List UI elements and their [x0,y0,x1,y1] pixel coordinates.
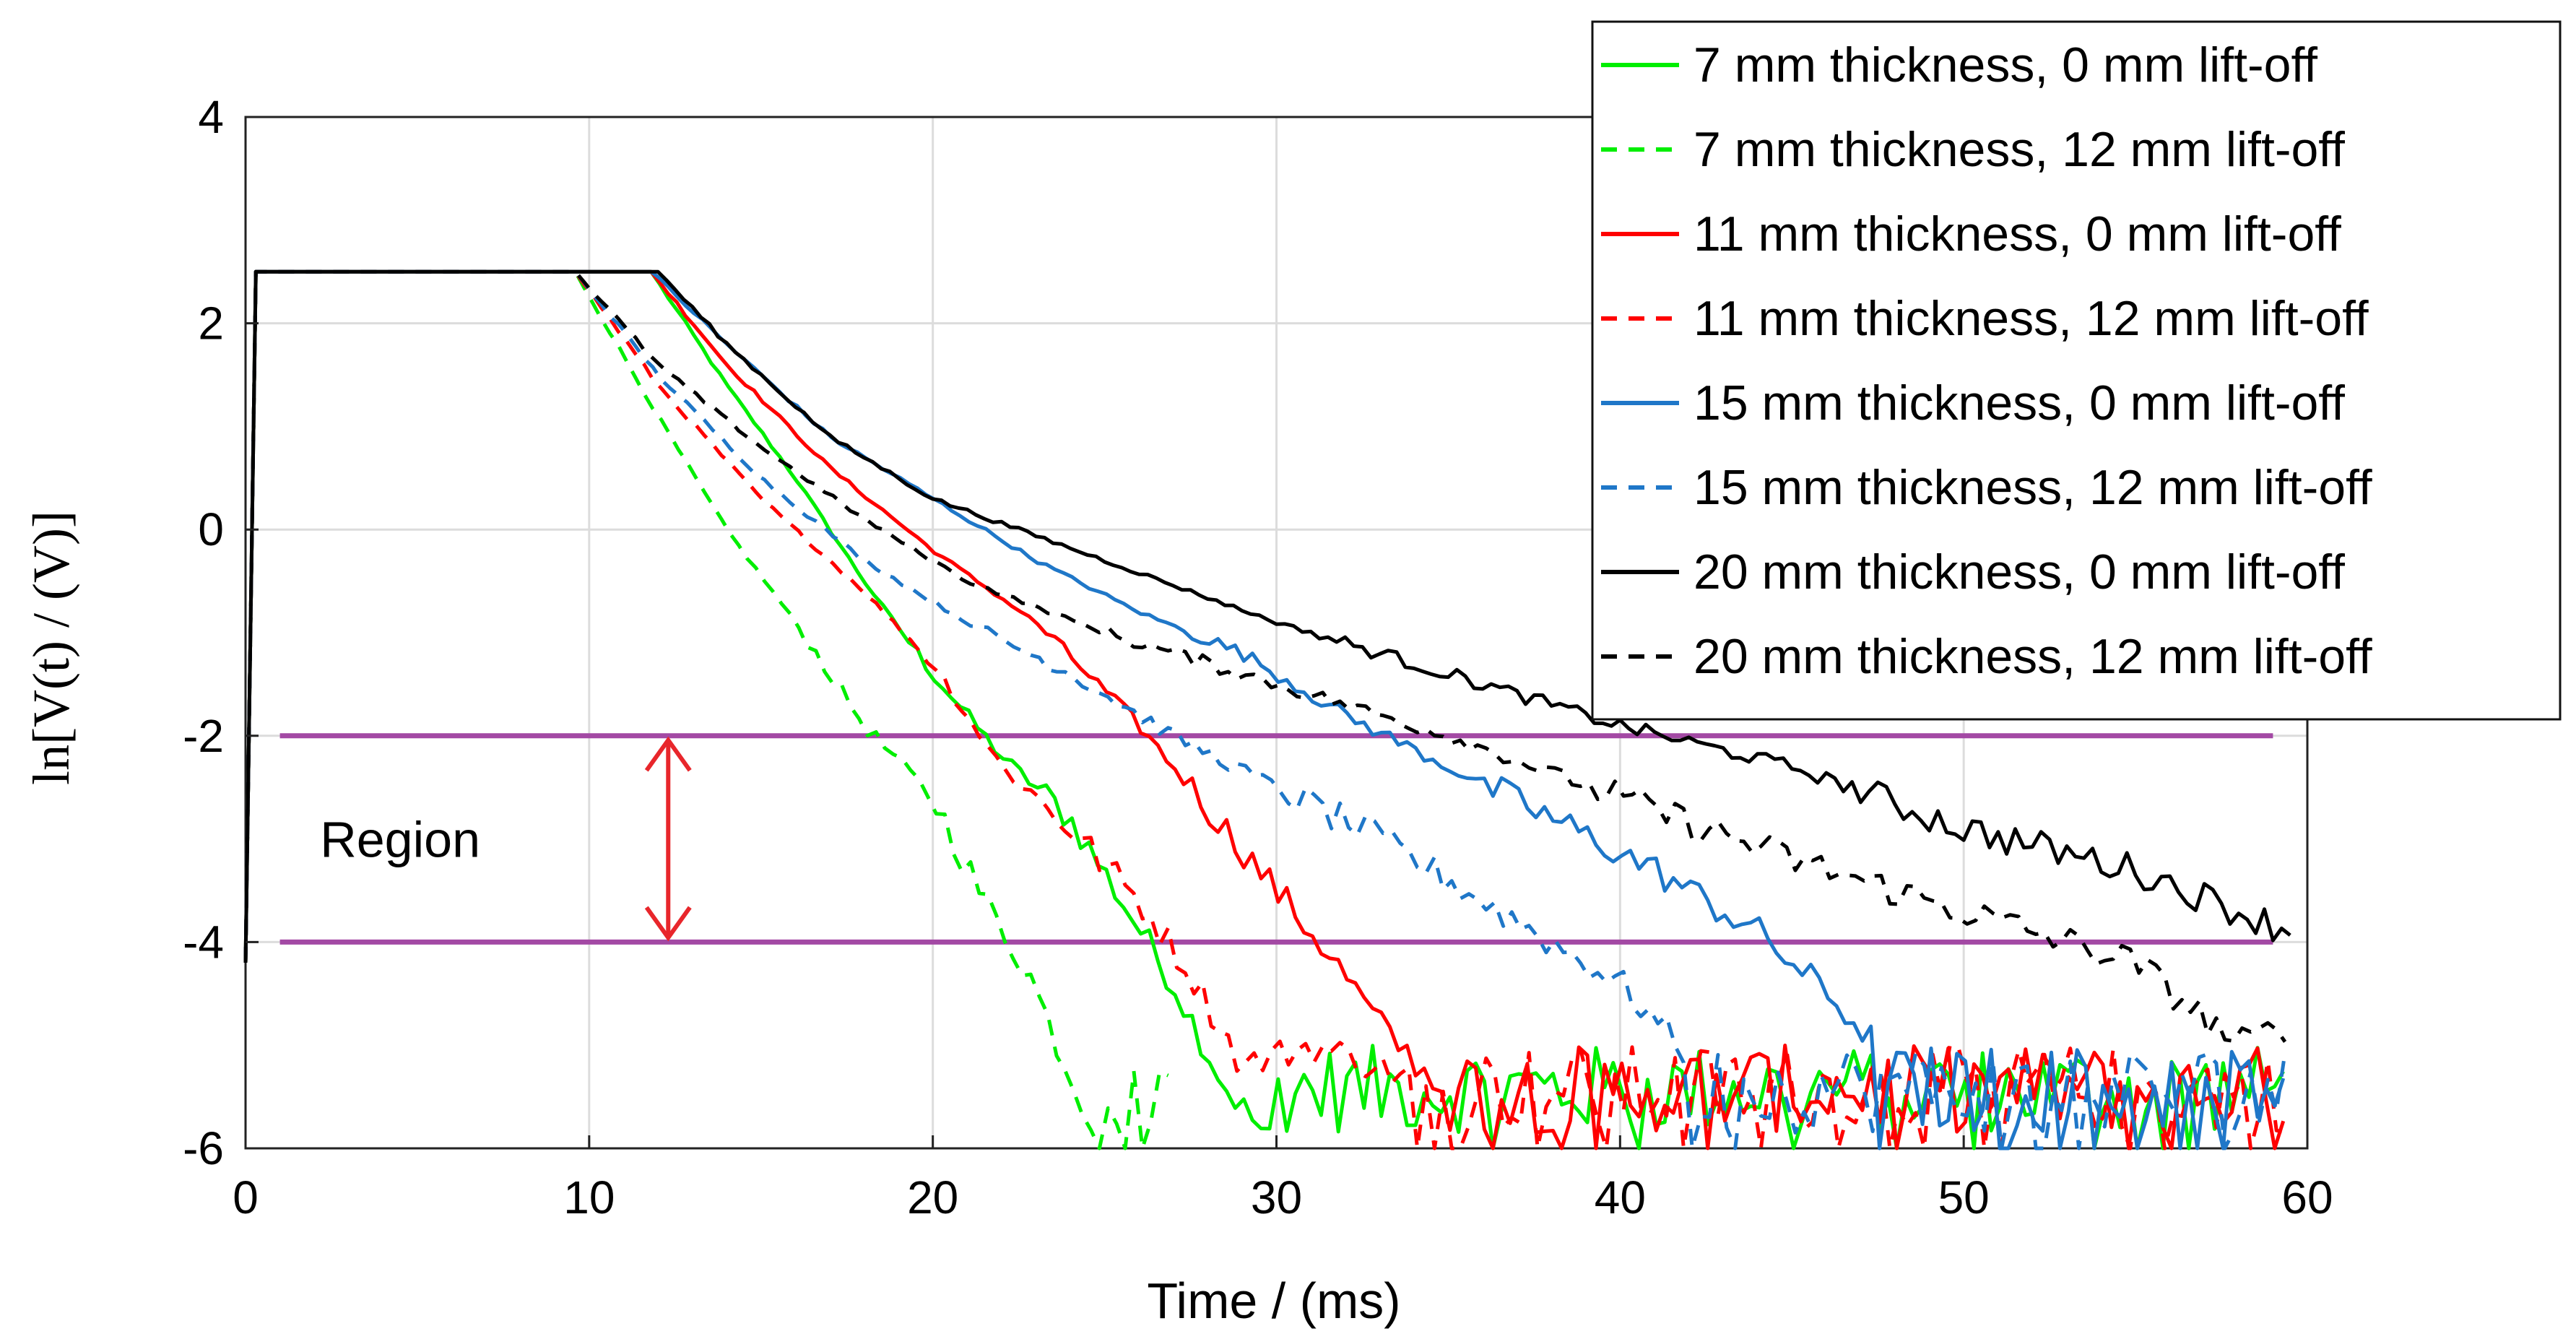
series-line [243,269,2286,1150]
x-tick-label: 20 [907,1171,958,1223]
x-tick-label: 60 [2281,1171,2333,1223]
x-axis-label: Time / (ms) [1147,1273,1400,1329]
series-line [243,269,2291,963]
y-axis-label: ln[V(t) / (V)] [22,511,80,785]
ticks: 0 10 20 30 40 50 60 -6 -4 -2 0 2 4 [183,91,2333,1223]
region-arrow-head-bottom [644,906,692,942]
legend-entry: 11 mm thickness, 0 mm lift-off [1694,207,2341,261]
series-6 [243,269,2287,1150]
x-tick-label: 30 [1251,1171,1302,1223]
series-3 [243,269,2286,1150]
series-group [243,269,2291,1150]
y-tick-label: 4 [198,91,224,143]
legend-entry: 20 mm thickness, 0 mm lift-off [1694,545,2345,599]
legend-box [1591,20,2562,721]
annotations: Region [320,736,692,942]
series-2 [243,269,1169,1150]
y-tick-label: 2 [198,298,224,350]
series-7 [243,269,2291,963]
legend-entry: 20 mm thickness, 12 mm lift-off [1694,629,2372,684]
series-line [243,269,2287,1150]
x-tick-label: 0 [233,1171,259,1223]
legend-entry: 15 mm thickness, 12 mm lift-off [1694,460,2372,515]
region-arrow-head-top [644,736,692,772]
legend-entry: 11 mm thickness, 12 mm lift-off [1694,291,2369,346]
legend-entry: 7 mm thickness, 12 mm lift-off [1694,122,2345,177]
legend-entry: 15 mm thickness, 0 mm lift-off [1694,376,2345,430]
y-tick-label: -4 [183,916,224,968]
y-tick-label: 0 [198,503,224,555]
series-line [243,269,2287,1043]
x-tick-label: 40 [1595,1171,1646,1223]
x-tick-label: 10 [563,1171,615,1223]
region-label: Region [320,812,480,868]
series-line [243,269,1169,1150]
y-tick-label: -6 [183,1122,224,1174]
legend-entry: 7 mm thickness, 0 mm lift-off [1694,38,2317,92]
y-tick-label: -2 [183,710,224,762]
series-8 [243,269,2287,1043]
legend: 7 mm thickness, 0 mm lift-off 7 mm thickn… [1591,20,2562,721]
x-tick-label: 50 [1938,1171,1990,1223]
reference-lines [279,733,2273,945]
